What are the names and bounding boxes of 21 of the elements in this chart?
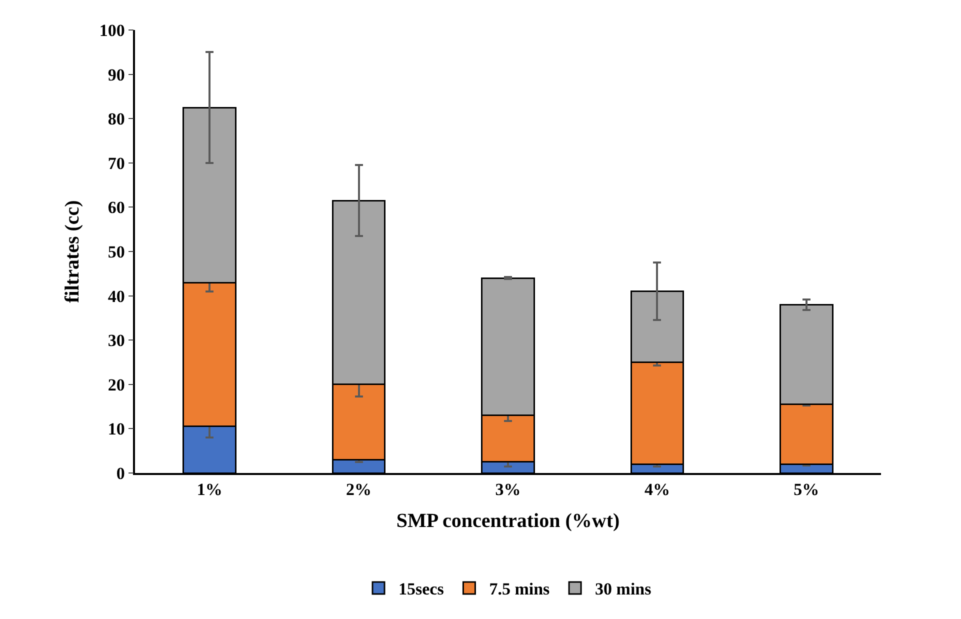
y-tick-label: 10 xyxy=(108,420,125,439)
y-tick-label: 30 xyxy=(108,331,125,350)
y-tick-label: 40 xyxy=(108,286,125,306)
x-axis-title: SMP concentration (%wt) xyxy=(396,510,620,532)
y-tick-label: 70 xyxy=(108,154,125,173)
y-tick-label: 20 xyxy=(108,375,125,394)
y-tick-label: 80 xyxy=(108,110,125,129)
y-tick-label: 90 xyxy=(108,65,125,84)
x-tick-label: 1% xyxy=(196,480,222,500)
y-tick-label: 0 xyxy=(116,464,125,483)
legend-label: 7.5 mins xyxy=(489,580,550,599)
legend-label: 15secs xyxy=(398,580,444,599)
y-tick-label: 50 xyxy=(108,242,125,262)
x-tick-label: 2% xyxy=(346,480,372,500)
x-tick-label: 4% xyxy=(644,480,670,500)
x-tick-label: 3% xyxy=(495,480,521,500)
y-tick-label: 100 xyxy=(99,20,125,40)
y-axis-title: filtrates (cc) xyxy=(61,200,84,303)
x-tick-label: 5% xyxy=(794,480,820,500)
legend-label: 30 mins xyxy=(595,580,652,599)
y-tick-label: 60 xyxy=(108,198,125,218)
